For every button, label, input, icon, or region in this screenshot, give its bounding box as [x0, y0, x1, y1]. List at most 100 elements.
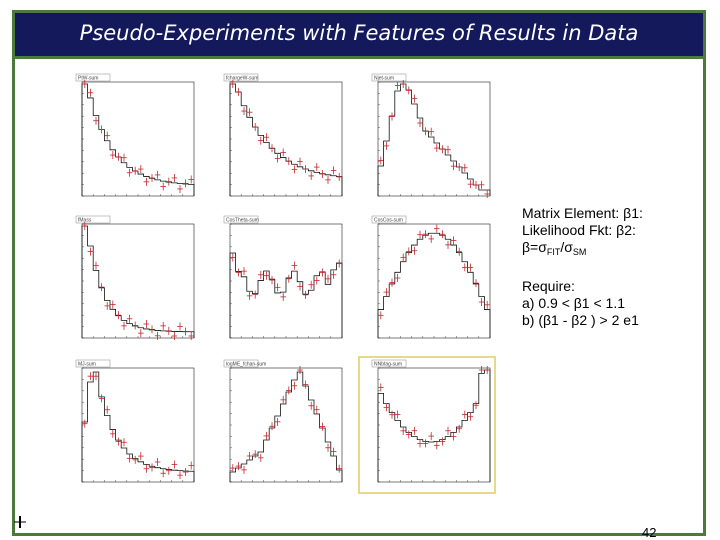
data-point — [246, 108, 253, 117]
histogram-label-box — [371, 73, 407, 82]
data-point — [280, 148, 286, 157]
histogram-label: logME_fchan-sum — [226, 362, 266, 368]
data-point — [484, 366, 490, 374]
histogram-steps — [81, 371, 195, 482]
data-point — [87, 372, 94, 381]
histogram-steps — [377, 83, 491, 196]
histogram-plot: CosTheta-sum — [223, 215, 343, 339]
data-point — [104, 131, 110, 140]
data-point — [308, 280, 314, 289]
data-point — [230, 253, 236, 262]
data-point — [188, 175, 194, 184]
sigma-fit-subscript: FIT — [546, 247, 561, 257]
data-point — [417, 230, 423, 239]
data-point — [330, 270, 337, 279]
data-point — [291, 165, 298, 174]
data-point — [467, 263, 474, 272]
histogram-panel: CosTheta-sum — [212, 214, 346, 348]
data-point — [439, 437, 446, 446]
histogram-steps — [377, 232, 491, 338]
data-point — [235, 87, 242, 96]
data-point — [166, 177, 172, 186]
histogram-steps — [229, 252, 343, 338]
data-point — [87, 88, 94, 97]
data-point — [121, 321, 127, 330]
data-point — [286, 386, 292, 395]
data-point — [98, 125, 105, 134]
data-point — [263, 271, 270, 280]
histogram-panel: CosCos-sum — [360, 214, 494, 348]
data-point — [314, 276, 320, 285]
data-point — [93, 372, 99, 381]
data-point — [149, 463, 155, 472]
data-point — [297, 282, 303, 291]
data-point — [104, 301, 110, 310]
data-point — [154, 170, 161, 179]
data-point — [252, 122, 258, 131]
data-point — [473, 279, 479, 288]
data-point — [450, 432, 457, 441]
data-point — [417, 119, 423, 128]
data-point — [160, 469, 166, 478]
data-point — [378, 156, 384, 165]
data-point — [269, 144, 275, 153]
data-point — [177, 184, 183, 193]
histogram-steps — [81, 225, 195, 338]
histogram-label: NNbtag-sum — [374, 362, 402, 368]
data-point — [400, 80, 406, 88]
data-point — [82, 419, 88, 428]
data-point — [177, 471, 183, 480]
data-point — [241, 107, 247, 116]
data-point — [241, 267, 247, 276]
histogram-plot: Njet-sum — [371, 73, 491, 198]
histogram-panel: MJ-sum — [64, 358, 198, 492]
data-point — [456, 247, 462, 256]
histogram-plot: PtW-sum — [75, 73, 195, 197]
data-point — [110, 151, 116, 160]
histogram-plot: MJ-sum — [75, 359, 195, 483]
histogram-steps — [229, 371, 343, 482]
data-point — [450, 236, 457, 245]
histogram-plot: fMass — [75, 215, 195, 340]
histogram-label: fchargeW-sum — [226, 76, 258, 82]
data-point — [478, 298, 485, 307]
data-point — [336, 259, 342, 268]
data-point — [445, 426, 451, 435]
sigma-divider-text: /σ — [560, 239, 573, 255]
data-point — [230, 80, 236, 88]
data-point — [378, 383, 384, 392]
histogram-label: PtW-sum — [78, 76, 98, 82]
data-point — [473, 401, 479, 410]
histogram-label-box — [223, 359, 259, 368]
data-point — [428, 234, 434, 243]
data-point — [467, 412, 474, 421]
histogram-plot: fchargeW-sum — [223, 73, 343, 197]
histogram-steps — [81, 83, 195, 196]
data-point — [132, 455, 138, 464]
data-point — [445, 240, 451, 249]
beta-sigma-text: β=σ — [522, 239, 547, 255]
data-point — [325, 443, 331, 452]
data-point — [308, 401, 314, 410]
data-point — [336, 172, 342, 181]
data-point — [115, 152, 122, 161]
data-point — [478, 366, 485, 374]
requirement-b: b) (β1 - β2 ) > 2 e1 — [522, 312, 639, 328]
data-point — [325, 175, 331, 184]
data-point — [171, 460, 178, 469]
data-point — [138, 329, 144, 338]
data-point — [132, 166, 138, 175]
histogram-label: MJ-sum — [78, 362, 96, 368]
slide-frame — [12, 56, 706, 536]
data-point — [149, 325, 155, 334]
data-point — [182, 179, 189, 188]
histogram-panel: logME_fchan-sum — [212, 358, 346, 492]
data-point — [286, 274, 292, 283]
data-point — [434, 144, 440, 153]
data-point — [104, 405, 110, 414]
slide-title: Pseudo-Experiments with Features of Resu… — [79, 21, 639, 45]
histogram-axes — [229, 81, 343, 197]
data-point — [269, 276, 275, 285]
data-point — [319, 169, 326, 178]
histogram-label: fMass — [78, 218, 92, 224]
